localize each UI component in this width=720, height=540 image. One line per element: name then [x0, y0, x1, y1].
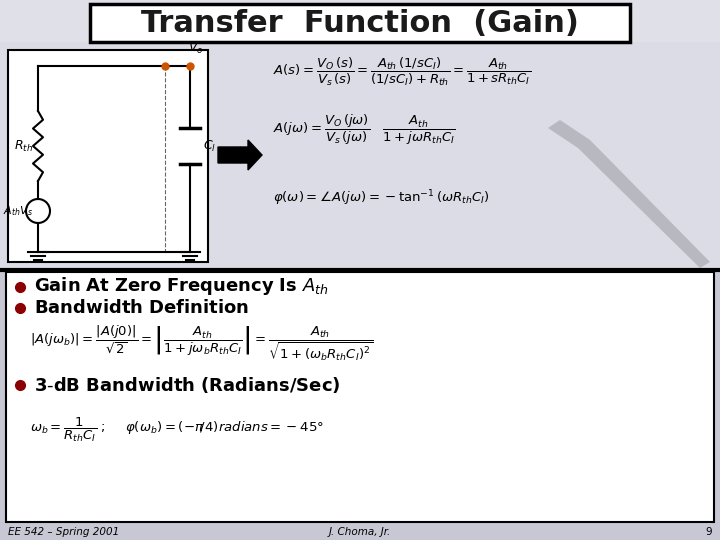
Text: 9: 9 — [706, 527, 712, 537]
FancyBboxPatch shape — [90, 4, 630, 42]
Text: $A(j\omega) = \dfrac{V_O\,(j\omega)}{V_s\,(j\omega)} \quad \dfrac{A_{th}}{1+j\om: $A(j\omega) = \dfrac{V_O\,(j\omega)}{V_s… — [273, 113, 456, 147]
FancyBboxPatch shape — [6, 272, 714, 522]
Text: $\omega_b = \dfrac{1}{R_{th}C_I}\ ;\ \ \ \ \varphi(\omega_b) = \left(-\pi\!/4\ri: $\omega_b = \dfrac{1}{R_{th}C_I}\ ;\ \ \… — [30, 416, 324, 444]
Polygon shape — [218, 140, 262, 170]
Text: $\mathbf{Bandwidth\ Definition}$: $\mathbf{Bandwidth\ Definition}$ — [34, 299, 249, 317]
Text: Transfer  Function  (Gain): Transfer Function (Gain) — [141, 9, 579, 37]
Text: J. Choma, Jr.: J. Choma, Jr. — [329, 527, 391, 537]
Text: $C_l$: $C_l$ — [203, 138, 216, 153]
Bar — [0, 42, 720, 268]
Polygon shape — [548, 120, 710, 268]
Text: $\mathbf{Gain\ At\ Zero\ Frequency\ Is\ }$$\mathit{A_{th}}$: $\mathbf{Gain\ At\ Zero\ Frequency\ Is\ … — [34, 275, 328, 297]
Bar — [0, 0, 720, 270]
Text: $V_o$: $V_o$ — [188, 41, 204, 56]
Text: EE 542 – Spring 2001: EE 542 – Spring 2001 — [8, 527, 120, 537]
Text: $\varphi(\omega) = \angle A(j\omega) = -\tan^{-1}(\omega R_{th}C_I)$: $\varphi(\omega) = \angle A(j\omega) = -… — [273, 188, 490, 208]
Text: $\left|A(j\omega_b)\right| = \dfrac{\left|A(j0)\right|}{\sqrt{2}} = \left|\dfrac: $\left|A(j\omega_b)\right| = \dfrac{\lef… — [30, 323, 374, 363]
Text: $R_{th}$: $R_{th}$ — [14, 138, 33, 153]
Text: $\mathit{\mathbf{3\text{-}dB}}$ $\mathbf{Bandwidth\ (Radians/Sec)}$: $\mathit{\mathbf{3\text{-}dB}}$ $\mathbf… — [34, 375, 341, 395]
Bar — [0, 270, 720, 540]
Text: $A(s) = \dfrac{V_O\,(s)}{V_s\,(s)} = \dfrac{A_{th}\,(1/sC_I)}{(1/sC_I)+R_{th}} =: $A(s) = \dfrac{V_O\,(s)}{V_s\,(s)} = \df… — [273, 56, 531, 88]
Text: $A_{th}V_s$: $A_{th}V_s$ — [3, 204, 33, 218]
FancyBboxPatch shape — [8, 50, 208, 262]
